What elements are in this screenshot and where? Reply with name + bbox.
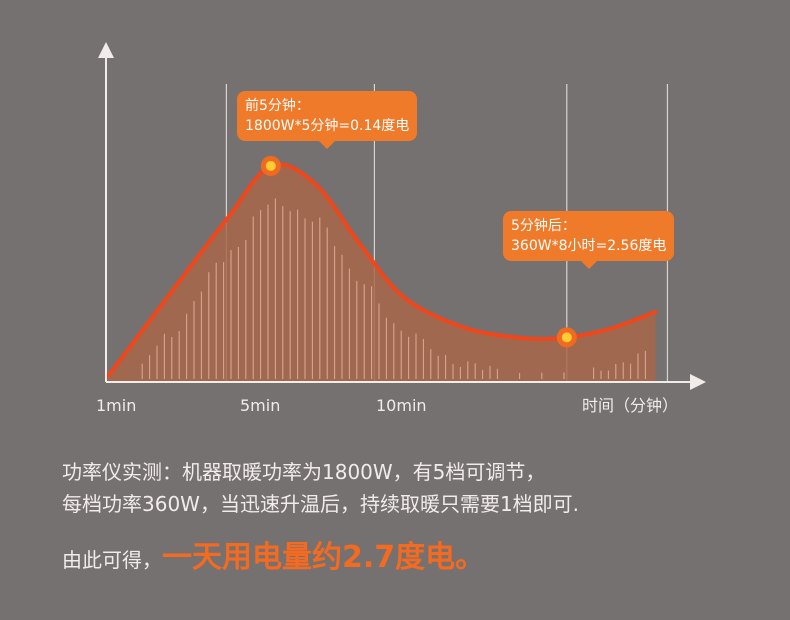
power-chart: 1min 5min 10min 时间（分钟） bbox=[96, 42, 706, 415]
axes bbox=[98, 42, 706, 390]
description-line-2: 每档功率360W，当迅速升温后，持续取暖只需要1档即可. bbox=[62, 492, 580, 516]
x-tick-label: 5min bbox=[240, 396, 280, 415]
callout-after-5min: 5分钟后： 360W*8小时=2.56度电 bbox=[503, 211, 675, 269]
callout-title: 5分钟后： bbox=[511, 218, 576, 234]
power-bars bbox=[141, 198, 646, 379]
callout-formula: 360W*8小时=2.56度电 bbox=[511, 238, 667, 254]
x-tick-label: 1min bbox=[96, 396, 136, 415]
marker-dot bbox=[561, 332, 572, 343]
description-line-1: 功率仪实测：机器取暖功率为1800W，有5档可调节， bbox=[62, 460, 546, 484]
x-axis-arrow bbox=[690, 374, 706, 390]
callout-first-5min: 前5分钟： 1800W*5分钟=0.14度电 bbox=[237, 91, 418, 149]
conclusion-highlight: 一天用电量约2.7度电。 bbox=[162, 540, 486, 575]
x-tick-label: 10min bbox=[376, 396, 427, 415]
markers bbox=[260, 155, 577, 348]
callout-title: 前5分钟： bbox=[245, 98, 310, 114]
callout-formula: 1800W*5分钟=0.14度电 bbox=[245, 118, 410, 134]
power-area bbox=[108, 164, 656, 381]
marker-dot bbox=[265, 160, 276, 171]
conclusion-lead: 由此可得， bbox=[62, 548, 162, 572]
conclusion: 由此可得，一天用电量约2.7度电。 bbox=[62, 532, 485, 576]
y-axis-arrow bbox=[98, 42, 114, 58]
x-axis-label: 时间（分钟） bbox=[582, 396, 678, 415]
x-tick-labels: 1min 5min 10min 时间（分钟） bbox=[96, 396, 678, 415]
